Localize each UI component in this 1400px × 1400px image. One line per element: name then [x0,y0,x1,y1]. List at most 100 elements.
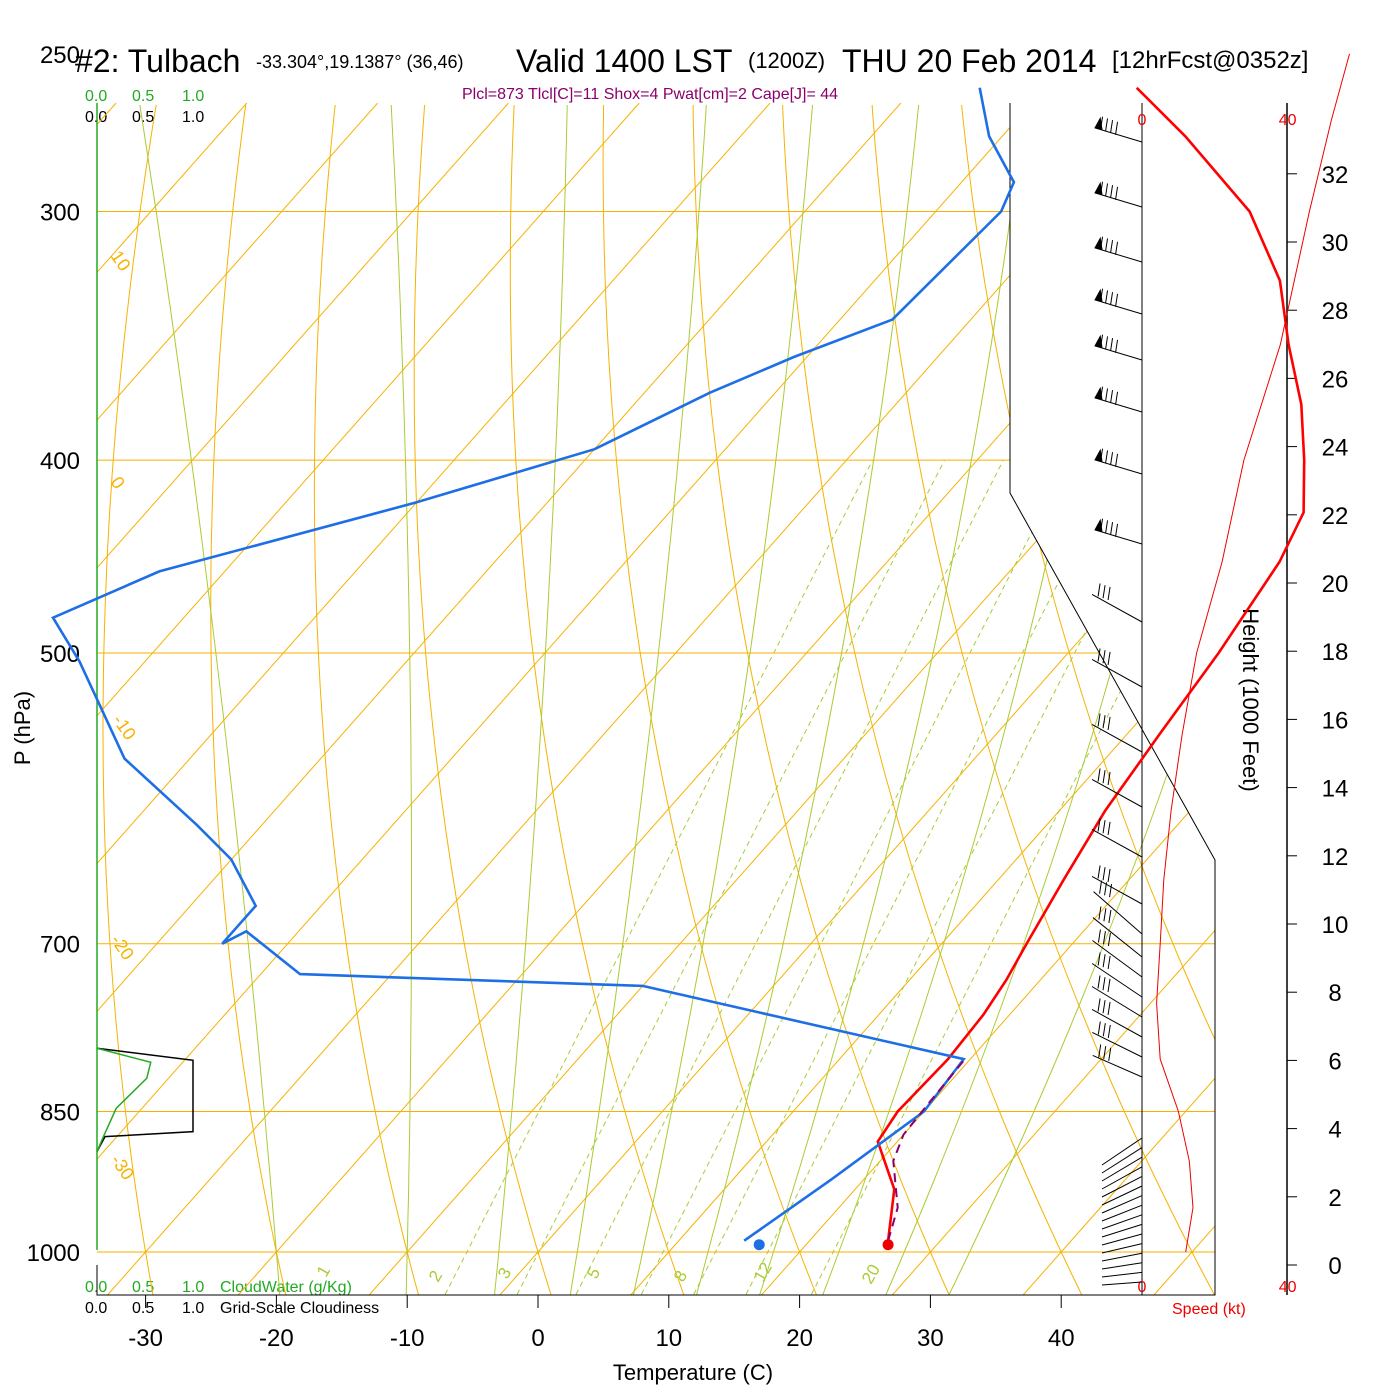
temperature-tick-label: 30 [917,1325,944,1352]
wind-barb-feather [1115,186,1119,200]
height-axis-label: Height (1000 Feet) [1238,608,1263,791]
wind-barb [1091,876,1143,905]
wind-barb-low [1101,1281,1143,1286]
temperature-tick-label: 20 [786,1325,813,1352]
wind-barb-feather [1107,868,1111,882]
wind-barb-feather [1107,651,1111,665]
mixing-ratio-line [571,459,1004,1295]
cloudwater-tick-bottom-2: 1.0 [182,1279,204,1296]
wind-barb [1094,127,1143,143]
cloudiness-tick-bottom-0: 0.0 [85,1300,107,1317]
mixing-ratio-label: 3 [494,1264,515,1282]
wind-barb [1091,594,1143,623]
mixing-ratio-line [806,459,1215,1295]
wind-barb [1094,247,1143,263]
sounding-profiles [51,86,1306,1251]
wind-barb-feather [1110,338,1114,352]
cloudiness-tick-bottom-2: 1.0 [182,1300,204,1317]
cloudiness-profile [96,1047,194,1152]
height-tick-label: 24 [1322,435,1349,462]
wind-barb [1091,986,1143,1018]
mixing-ratio-label: 20 [858,1261,884,1287]
wind-barb-feather [1107,978,1111,992]
wind-barb [1091,659,1143,688]
isotherm-line [97,103,640,1295]
pressure-tick-label: 1000 [27,1240,80,1267]
speed-axis-label: Speed (kt) [1172,1301,1246,1318]
wind-barb-feather [1110,390,1114,404]
wind-barb [1091,724,1143,753]
dry-adiabat-line [413,104,552,1295]
wind-barb-feather [1107,821,1111,835]
dry-adiabat-label: 20 [1108,637,1143,672]
wind-barb [1094,192,1143,208]
cloudwater-tick-bottom-0: 0.0 [85,1279,107,1296]
wind-barb-feather [1097,648,1101,662]
cloudwater-label: CloudWater (g/Kg) [220,1279,352,1296]
wind-barb-feather [1097,768,1101,782]
zulu-time: (1200Z) [748,48,825,73]
isotherm-label: -30 [107,1151,138,1184]
wind-barb-low [1101,1271,1143,1278]
wind-barb-feather [1100,236,1104,250]
temperature-tick-label: 0 [531,1325,544,1352]
moist-adiabat-line [494,104,568,1295]
cloudiness-tick-top-2: 1.0 [182,109,204,126]
wind-barb-feather [1097,1021,1101,1035]
wind-barb-feather [1102,1000,1106,1014]
wind-barb-feather [1107,955,1111,969]
wind-barb-low [1101,1204,1143,1222]
wind-barb [1091,779,1143,808]
wind-barb [1092,1032,1143,1058]
wind-barb-feather [1102,1023,1106,1037]
isotherm-label: 10 [107,247,135,275]
x-axis-label: Temperature (C) [613,1360,773,1385]
wind-barb-low [1101,1175,1143,1198]
surface-dewpoint-dot [753,1239,765,1251]
isotherm-line [107,103,1163,1295]
dry-adiabat-line [871,104,1215,1295]
moist-adiabat-line [390,104,412,1295]
temperature-tick-label: -30 [128,1325,163,1352]
speed-tick-bottom: 0 [1138,1279,1147,1296]
dry-adiabat-line [1050,104,1215,1295]
wind-barb-low [1101,1243,1143,1254]
pressure-tick-label: 850 [40,1100,80,1127]
wind-barb-feather [1115,339,1119,353]
wind-barb [1093,891,1143,935]
mixing-ratio-label: 2 [425,1267,446,1285]
height-tick-label: 12 [1322,844,1349,871]
moist-adiabat-line [632,104,813,1295]
isotherm-line [97,103,1033,1295]
wind-barb-feather [1097,952,1101,966]
cloudiness-tick-top-0: 0.0 [85,109,107,126]
plot-border [96,103,1216,1296]
isotherm-line [1153,103,1215,1295]
wind-panel [1091,53,1350,1286]
temperature-tick-label: 10 [655,1325,682,1352]
cloudiness-tick-bottom-1: 0.5 [132,1300,154,1317]
wind-barb-feather [1105,450,1109,464]
wind-barb-feather [1102,977,1106,991]
y-axis-label: P (hPa) [10,691,35,765]
pressure-tick-label: 500 [40,641,80,668]
wind-barb-feather [1102,715,1106,729]
height-tick-label: 14 [1322,776,1349,803]
wind-barb-feather [1103,908,1107,922]
pressure-tick-label: 250 [40,42,80,69]
mixing-ratio-line [636,459,1070,1295]
wind-barb-feather [1107,932,1111,946]
wind-barb [1092,1055,1143,1078]
isotherm-line [97,103,771,1295]
mixing-ratio-label: 12 [750,1259,776,1285]
wind-barb-feather [1102,867,1106,881]
mixing-ratio-line [689,459,1122,1295]
wind-barb-feather [1102,820,1106,834]
surface-temperature-dot [882,1239,894,1251]
dry-adiabat-label: 10 [1038,514,1073,549]
wind-barb-feather [1097,998,1101,1012]
wind-barb-feather [1108,1047,1112,1061]
mixing-ratio-line [512,459,945,1295]
height-tick-label: 30 [1322,230,1349,257]
wind-barb-low [1101,1262,1143,1270]
